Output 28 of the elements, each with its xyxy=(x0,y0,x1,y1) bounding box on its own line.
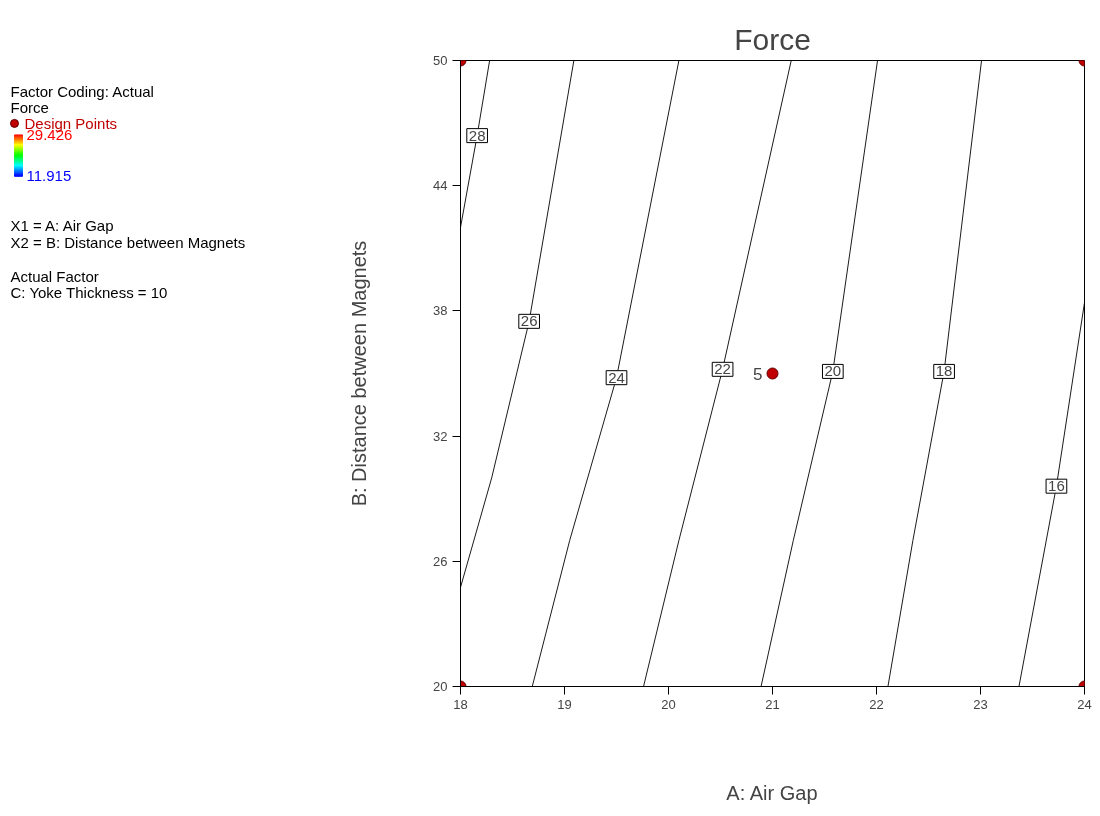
text: X1 = A: Air Gap xyxy=(10,216,114,234)
x-tick-label: 22 xyxy=(869,696,884,712)
x-tick-label: 18 xyxy=(453,696,468,712)
text: Factor Coding: Actual xyxy=(10,82,154,100)
text: Force xyxy=(10,98,49,116)
x-tick-label: 23 xyxy=(973,696,988,712)
y-tick-label: 32 xyxy=(433,428,448,444)
y-tick-label: 26 xyxy=(433,553,448,569)
y-tick-label: 38 xyxy=(433,303,448,319)
y-axis-title: B: Distance between Magnets xyxy=(348,240,371,507)
y-tick-label: 20 xyxy=(433,679,448,694)
x-axis-title: A: Air Gap xyxy=(726,781,818,804)
annotation: 28 xyxy=(468,126,486,144)
x-tick-label: 19 xyxy=(557,696,572,712)
chart-title: Force xyxy=(734,22,811,56)
color-bar-label: 11.915 xyxy=(26,167,72,185)
legend-label: Design Points xyxy=(24,114,118,132)
text: Actual Factor xyxy=(10,267,99,285)
x-tick-label: 24 xyxy=(1077,696,1092,712)
x-tick-label: 20 xyxy=(661,696,676,712)
annotation: 5 xyxy=(753,364,763,384)
y-tick-label: 44 xyxy=(433,178,448,194)
text: C: Yoke Thickness = 10 xyxy=(10,284,168,302)
text: X2 = B: Distance between Magnets xyxy=(10,233,246,251)
annotation: 18 xyxy=(935,362,953,380)
y-tick-label: 50 xyxy=(433,53,448,68)
x-tick-label: 21 xyxy=(765,696,780,712)
annotation: 26 xyxy=(520,312,538,330)
